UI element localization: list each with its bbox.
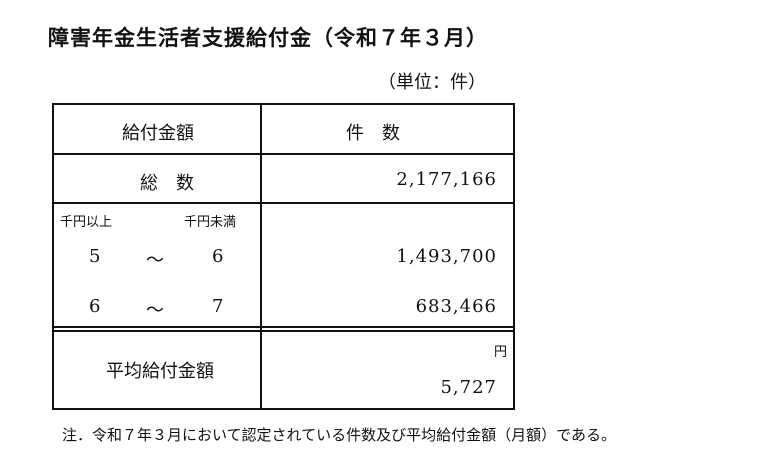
range-sep: ～ (146, 300, 164, 321)
average-unit: 円 (493, 345, 507, 360)
range-from: 6 (89, 296, 101, 317)
benefit-table: 給付金額 件 数 総 数 2,177,166 千円以上 千円未満 5 ～ 6 1… (52, 103, 515, 410)
row-divider (54, 153, 513, 155)
range-sep: ～ (146, 250, 164, 271)
unit-label: （単位：件） (378, 72, 486, 93)
row-divider (54, 330, 513, 332)
average-value: 5,727 (440, 377, 497, 398)
row-divider (54, 202, 513, 204)
range-to: 7 (212, 296, 224, 317)
average-label: 平均給付金額 (106, 361, 214, 382)
row-value: 683,466 (415, 296, 497, 317)
range-to-header: 千円未満 (184, 215, 237, 230)
header-count: 件 数 (346, 123, 400, 144)
range-to: 6 (212, 246, 224, 267)
range-from-header: 千円以上 (60, 215, 113, 230)
header-amount: 給付金額 (122, 123, 194, 144)
range-from: 5 (89, 246, 101, 267)
column-divider (260, 105, 262, 408)
footnote: 注．令和７年３月において認定されている件数及び平均給付金額（月額）である。 (62, 426, 616, 444)
total-value: 2,177,166 (396, 169, 497, 190)
row-divider (54, 326, 513, 328)
total-label: 総 数 (140, 173, 194, 194)
page-title: 障害年金生活者支援給付金（令和７年３月） (48, 26, 488, 50)
row-value: 1,493,700 (396, 246, 497, 267)
